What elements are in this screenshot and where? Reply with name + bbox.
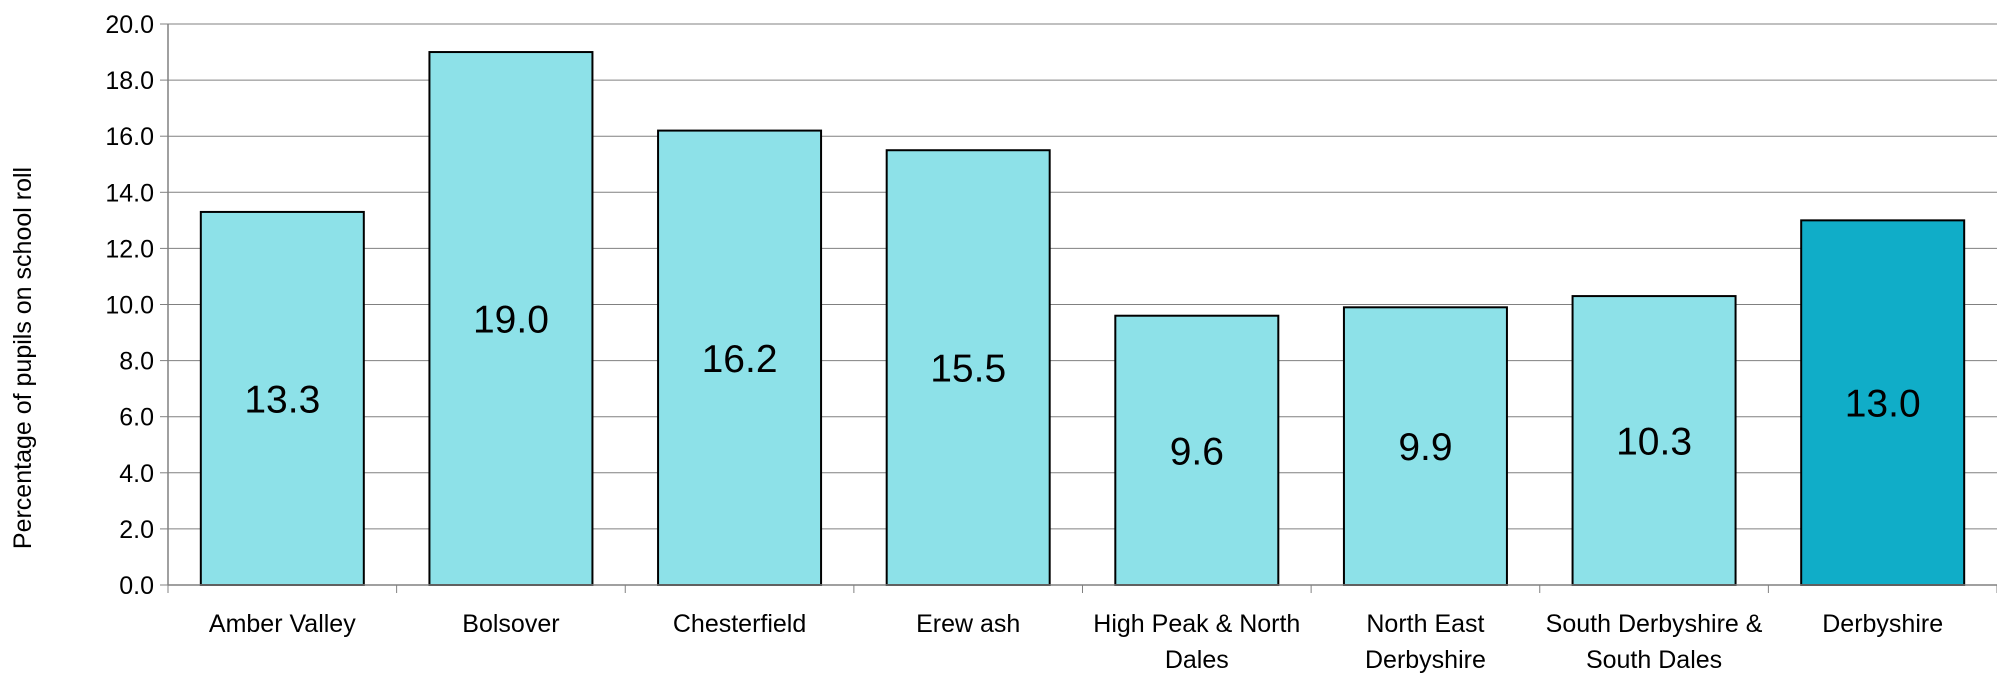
x-category-label: Amber Valley — [209, 610, 356, 638]
data-label: 19.0 — [473, 299, 549, 342]
x-category-label: North East Derbyshire — [1365, 610, 1486, 673]
bar — [1342, 306, 1508, 586]
bar — [885, 149, 1051, 586]
y-tick-label: 10.0 — [105, 292, 154, 320]
bar — [428, 51, 594, 587]
data-labels: 13.3 19.0 16.2 15.5 9.6 9.9 10.3 13.0 — [244, 299, 1920, 474]
y-tick-label: 16.0 — [105, 123, 154, 151]
data-label: 15.5 — [930, 348, 1006, 391]
y-tick-label: 14.0 — [105, 179, 154, 207]
y-tick-label: 0.0 — [119, 572, 154, 600]
y-tick-label: 8.0 — [119, 348, 154, 376]
data-label: 13.0 — [1845, 383, 1921, 426]
bar — [1800, 219, 1966, 586]
data-label: 9.9 — [1398, 426, 1452, 469]
y-tick-labels: 0.0 2.0 4.0 6.0 8.0 10.0 12.0 14.0 16.0 18.0 20.0 — [105, 11, 154, 600]
x-category-label: Erew ash — [916, 610, 1020, 638]
bar — [199, 210, 365, 586]
x-category-label: Chesterfield — [673, 610, 806, 638]
y-tick-label: 4.0 — [119, 460, 154, 488]
data-label: 10.3 — [1616, 421, 1692, 464]
y-tick-label: 6.0 — [119, 404, 154, 432]
y-tick-label: 20.0 — [105, 11, 154, 39]
x-category-label: High Peak & North Dales — [1093, 610, 1300, 673]
data-label: 13.3 — [244, 378, 320, 421]
y-tick-label: 12.0 — [105, 235, 154, 263]
bar — [1114, 314, 1280, 586]
bars — [199, 51, 1966, 587]
bar — [1571, 295, 1737, 586]
x-category-label: South Derbyshire & South Dales — [1546, 610, 1763, 673]
x-category-label: Derbyshire — [1822, 610, 1943, 638]
y-axis-title: Percentage of pupils on school roll — [9, 167, 37, 549]
axes — [160, 23, 1997, 593]
x-category-label: Bolsover — [462, 610, 559, 638]
x-category-labels: Amber Valley Bolsover Chesterfield Erew ash… — [209, 610, 1943, 673]
y-tick-label: 2.0 — [119, 516, 154, 544]
data-label: 9.6 — [1170, 430, 1224, 473]
y-tick-label: 18.0 — [105, 67, 154, 95]
data-label: 16.2 — [702, 338, 778, 381]
